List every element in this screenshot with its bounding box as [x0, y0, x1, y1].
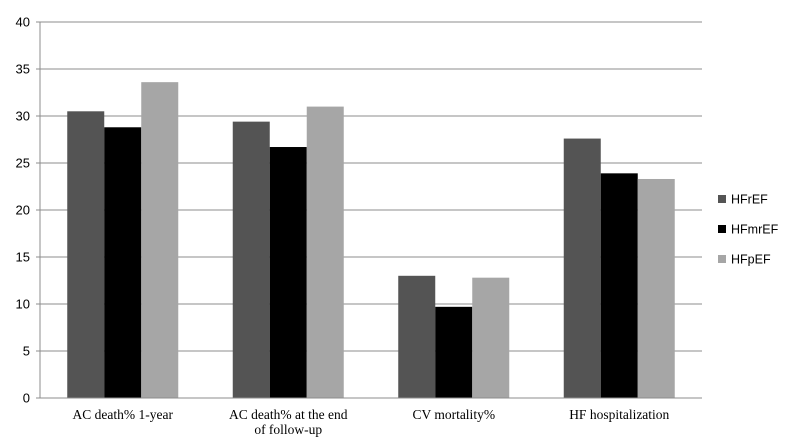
bar-hfpef	[306, 106, 344, 398]
legend-label-hfpef: HFpEF	[731, 253, 771, 267]
bar-hfref	[67, 111, 105, 399]
y-tick-label: 0	[23, 391, 30, 406]
y-tick-label: 15	[16, 250, 30, 265]
y-tick-label: 25	[16, 156, 30, 171]
bar-hfref	[232, 121, 270, 398]
bar-hfmref	[269, 147, 307, 398]
y-tick-label: 40	[16, 15, 30, 30]
y-tick-label: 10	[16, 297, 30, 312]
bars	[67, 82, 675, 399]
bar-hfpef	[141, 82, 179, 398]
y-tick-label: 5	[23, 344, 30, 359]
category-label: AC death% 1-year	[73, 407, 174, 422]
category-label: CV mortality%	[412, 407, 495, 422]
bar-hfmref	[435, 306, 473, 398]
bar-hfpef	[637, 178, 675, 398]
legend-swatch-hfmref	[718, 225, 726, 233]
legend-label-hfmref: HFmrEF	[731, 223, 779, 237]
y-axis-ticks: 0 5 10 15 20 25 30 35 40	[16, 15, 40, 406]
legend: HFrEF HFmrEF HFpEF	[718, 193, 779, 267]
legend-swatch-hfref	[718, 195, 726, 203]
y-tick-label: 30	[16, 109, 30, 124]
y-tick-label: 35	[16, 62, 30, 77]
legend-swatch-hfpef	[718, 255, 726, 263]
category-label: of follow-up	[254, 422, 322, 437]
legend-label-hfref: HFrEF	[731, 193, 768, 207]
y-tick-label: 20	[16, 203, 30, 218]
x-axis	[39, 22, 702, 399]
category-label: AC death% at the end	[229, 407, 348, 422]
bar-hfmref	[600, 173, 638, 398]
bar-hfref	[398, 275, 436, 398]
bar-hfmref	[104, 127, 142, 398]
bar-hfref	[563, 138, 601, 398]
bar-hfpef	[472, 277, 510, 398]
category-label: HF hospitalization	[569, 407, 669, 422]
